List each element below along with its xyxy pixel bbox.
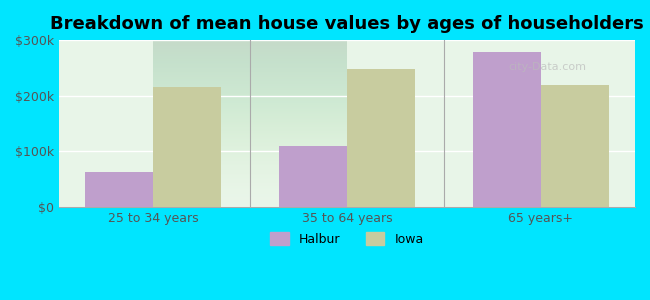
Bar: [279, 146, 347, 207]
Bar: [473, 52, 541, 207]
Bar: [153, 87, 221, 207]
Text: city-Data.com: city-Data.com: [508, 62, 586, 72]
Title: Breakdown of mean house values by ages of householders: Breakdown of mean house values by ages o…: [50, 15, 644, 33]
Bar: [85, 172, 153, 207]
Bar: [541, 85, 609, 207]
Bar: [347, 69, 415, 207]
Legend: Halbur, Iowa: Halbur, Iowa: [265, 227, 428, 251]
